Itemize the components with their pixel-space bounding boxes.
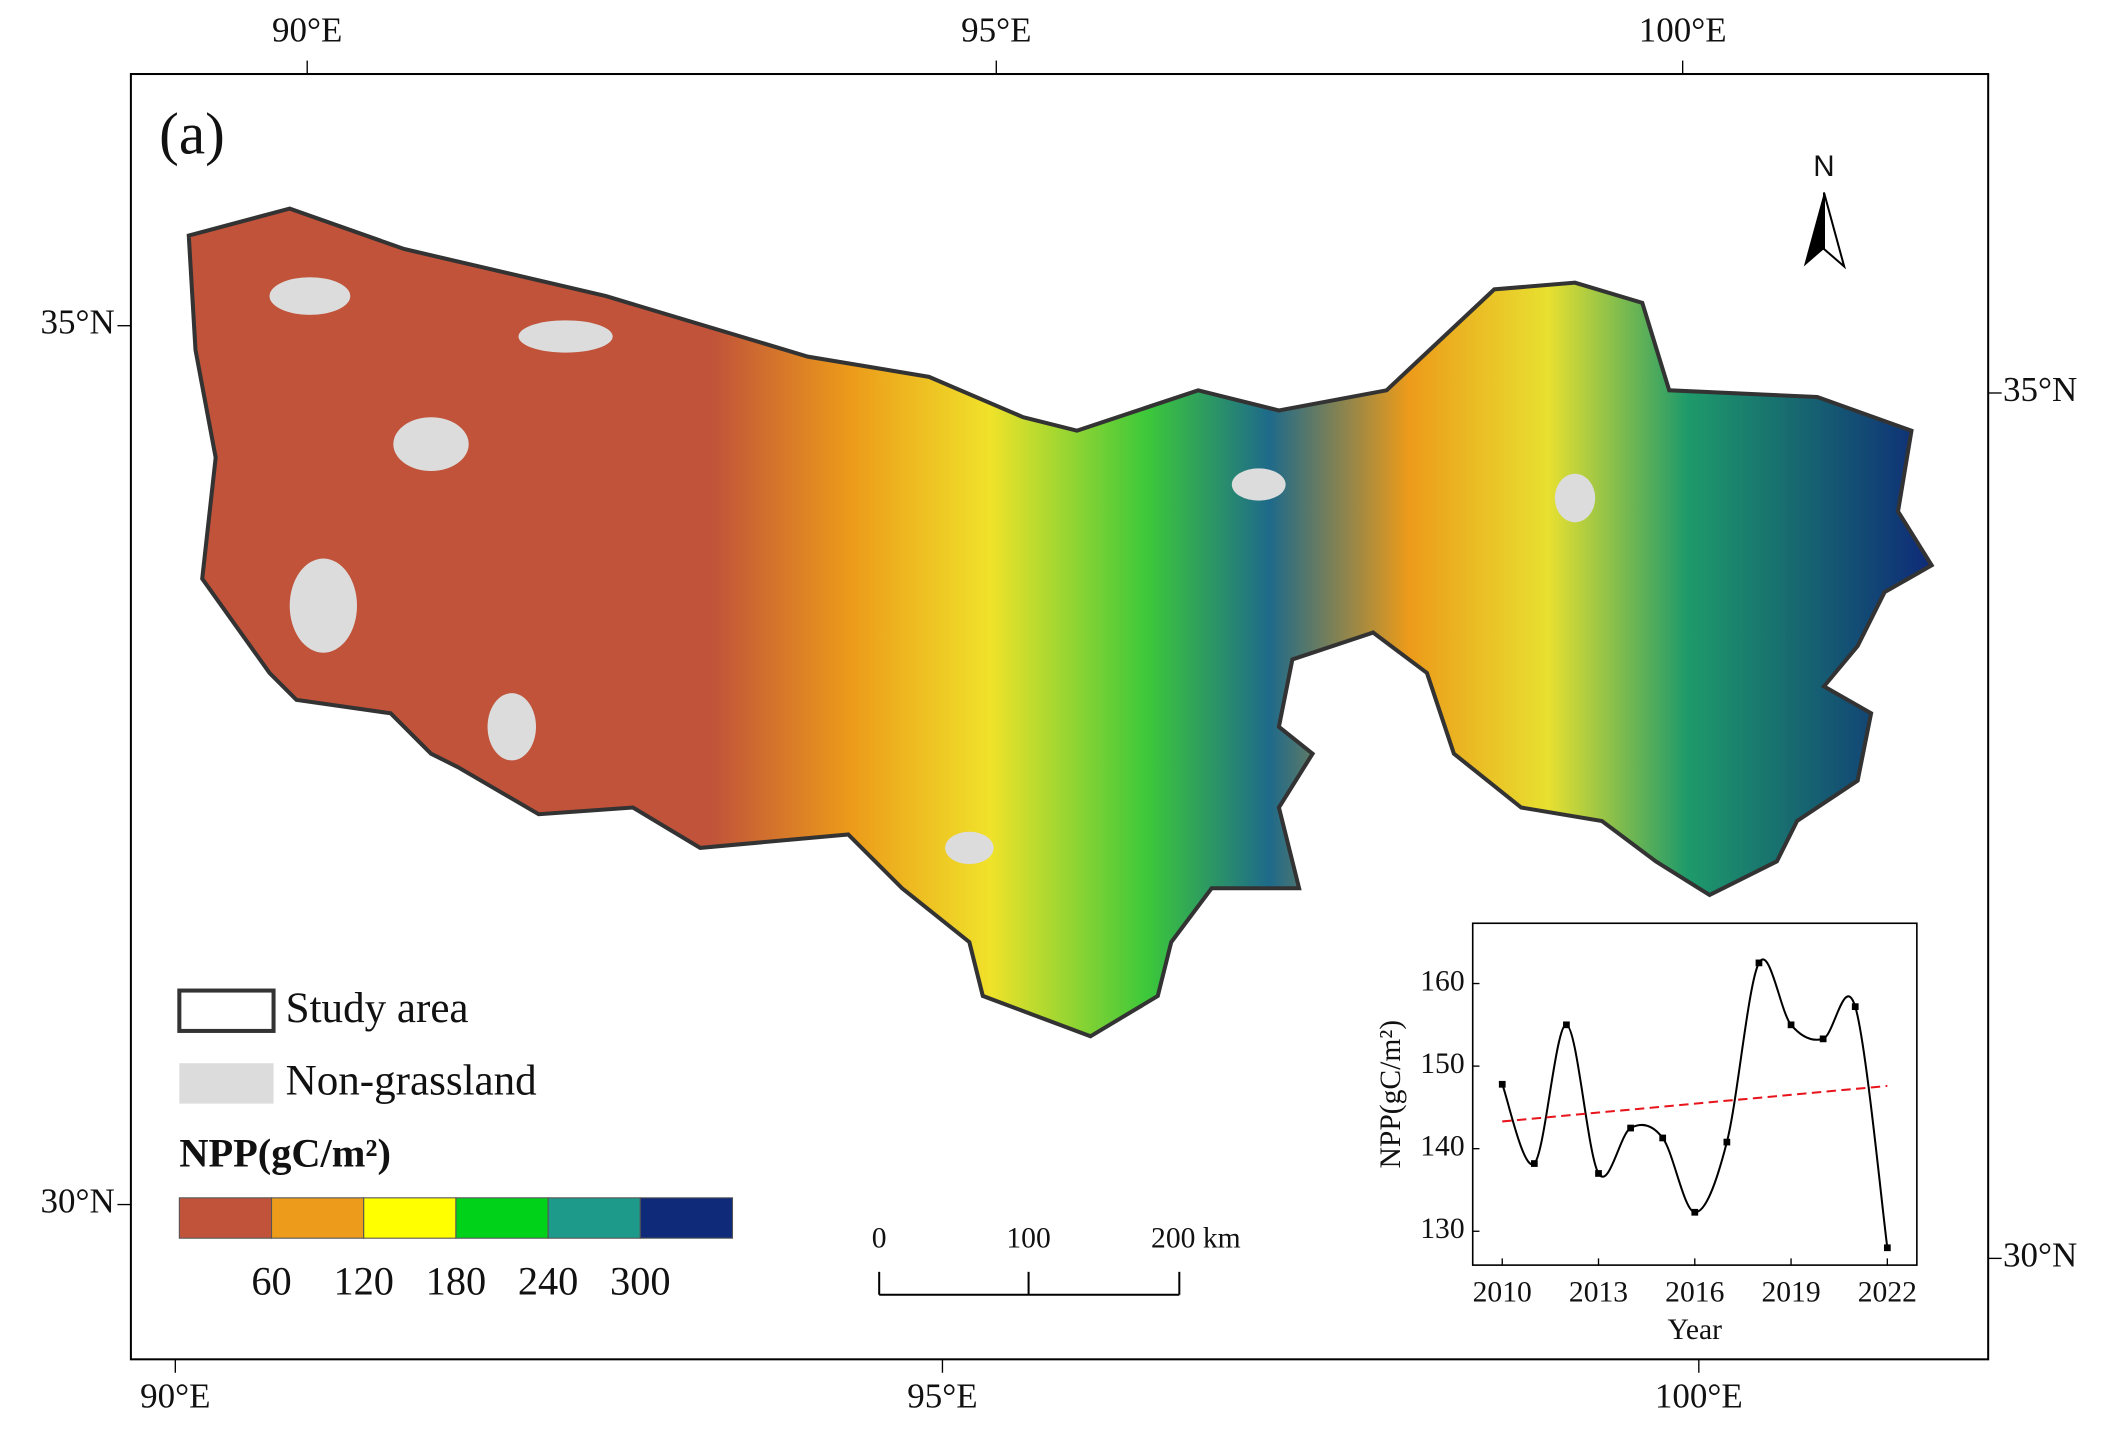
x-tick-label: 2022 xyxy=(1858,1277,1917,1309)
colorbar-label: 240 xyxy=(518,1259,579,1304)
legend-title: NPP(gC/m²) xyxy=(179,1131,391,1176)
colorbar-swatch xyxy=(639,1197,734,1239)
x-axis-label: Year xyxy=(1668,1314,1723,1346)
npp-point xyxy=(1498,1080,1506,1088)
scale-bar xyxy=(878,1271,1181,1296)
lon-label: 95°E xyxy=(961,11,1031,50)
lon-label: 100°E xyxy=(1639,11,1727,50)
graticule-labels: 90°E 95°E 100°E 90°E 95°E 100°E 35°N 30°N 35°N 30… xyxy=(40,11,2077,1416)
legend-study-area: Study area xyxy=(286,985,469,1032)
y-tick-label: 130 xyxy=(1420,1213,1464,1245)
y-axis-label: NPP(gC/m²) xyxy=(1375,1020,1407,1169)
non-grassland-patches xyxy=(269,277,1596,865)
npp-point xyxy=(1787,1021,1795,1029)
lon-label: 90°E xyxy=(140,1377,210,1416)
north-label: N xyxy=(1813,150,1834,183)
npp-point xyxy=(1883,1244,1891,1252)
lon-label: 100°E xyxy=(1655,1377,1743,1416)
npp-point xyxy=(1595,1170,1602,1177)
study-area-swatch xyxy=(177,988,276,1033)
npp-point xyxy=(1755,959,1763,967)
inset-frame xyxy=(1471,922,1918,1266)
non-grassland-swatch xyxy=(179,1063,274,1104)
npp-point xyxy=(1851,1003,1859,1011)
y-tick-label: 150 xyxy=(1420,1048,1464,1080)
lat-label: 35°N xyxy=(40,303,114,342)
y-tick-label: 140 xyxy=(1420,1130,1464,1162)
colorbar-swatch xyxy=(178,1197,273,1239)
colorbar-label: 300 xyxy=(610,1259,671,1304)
north-arrow: N xyxy=(1803,150,1847,270)
lat-label: 30°N xyxy=(40,1182,114,1221)
npp-point xyxy=(1723,1138,1731,1146)
scale-label: 0 xyxy=(872,1223,887,1255)
colorbar-swatch xyxy=(455,1197,549,1239)
x-tick-label: 2010 xyxy=(1473,1277,1532,1309)
lon-label: 90°E xyxy=(272,11,342,50)
npp-point xyxy=(1563,1021,1570,1029)
colorbar-swatch xyxy=(547,1197,641,1239)
npp-point xyxy=(1627,1124,1634,1132)
legend-non-grassland: Non-grassland xyxy=(286,1058,537,1105)
colorbar-label: 120 xyxy=(333,1259,394,1304)
x-tick-label: 2016 xyxy=(1665,1277,1724,1309)
npp-point xyxy=(1659,1134,1667,1142)
npp-point xyxy=(1819,1035,1827,1043)
lat-label: 30°N xyxy=(2003,1235,2077,1274)
colorbar-swatch xyxy=(363,1197,457,1239)
scale-label: 200 km xyxy=(1151,1223,1241,1255)
panel-label: (a) xyxy=(159,101,225,167)
lat-label: 35°N xyxy=(2003,370,2077,409)
x-tick-label: 2013 xyxy=(1569,1277,1628,1309)
inset-chart: 130 140 150 160 2010 2013 2016 2019 2022 Year NPP(… xyxy=(1375,958,1917,1346)
trend-line xyxy=(1502,1084,1888,1123)
npp-point xyxy=(1530,1160,1538,1167)
colorbar-label: 180 xyxy=(426,1259,487,1304)
colorbar: 60 120 180 240 300 xyxy=(178,1197,734,1304)
colorbar-swatch xyxy=(270,1197,365,1239)
lon-label: 95°E xyxy=(907,1377,977,1416)
x-tick-label: 2019 xyxy=(1761,1277,1820,1309)
scale-label: 100 xyxy=(1006,1223,1050,1255)
colorbar-label: 60 xyxy=(251,1259,291,1304)
y-tick-label: 160 xyxy=(1420,965,1464,997)
study-area xyxy=(186,206,1935,1039)
npp-point xyxy=(1691,1208,1699,1216)
